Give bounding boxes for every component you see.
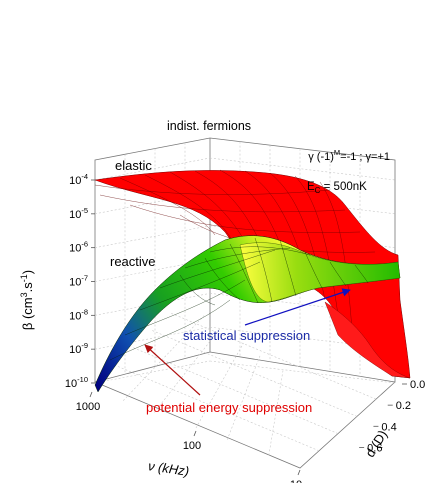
z-axis-label: β (cm3.s-1) xyxy=(19,270,35,330)
x-tick-label: 100 xyxy=(183,440,201,452)
z-tick-label: 10-9 xyxy=(69,341,88,356)
x-tick-label: 10 xyxy=(290,479,302,483)
reactive-yellow-ridge xyxy=(239,242,401,303)
x-tick-mark xyxy=(297,469,301,476)
reactive-surface xyxy=(94,235,401,393)
y-tick-label: 0.2 xyxy=(396,400,411,412)
z-tick-label: 10-8 xyxy=(69,307,88,322)
z-tick-label: 10-7 xyxy=(69,274,88,289)
potential-arrow xyxy=(144,344,201,396)
reactive-label: reactive xyxy=(110,254,156,269)
x-tick-label: 1000 xyxy=(76,401,100,413)
chart-title: indist. fermions xyxy=(167,119,251,133)
elastic-front-cut xyxy=(324,301,411,379)
elastic-surface-mesh xyxy=(94,169,376,331)
y-tick-label: 0.4 xyxy=(381,421,396,433)
z-tick-label: 10-5 xyxy=(69,206,88,221)
x-tick-mark xyxy=(193,430,197,437)
y-axis-ticks: 0.0 0.20.4 0.6 xyxy=(359,379,425,454)
y-tick-label: 0.0 xyxy=(410,379,425,391)
parity-annotation: γ (-1)M=-1 ; γ=+1 xyxy=(308,148,390,163)
box-floor xyxy=(94,381,396,469)
energy-annotation: EC = 500nK xyxy=(307,181,367,195)
potential-label: potential energy suppression xyxy=(146,400,312,415)
y-tick-label: 0.6 xyxy=(367,442,382,454)
x-tick-mark xyxy=(89,391,93,398)
statistical-label: statistical suppression xyxy=(183,328,310,343)
statistical-arrow xyxy=(244,288,351,326)
elastic-label: elastic xyxy=(115,158,152,173)
z-tick-label: 10-6 xyxy=(69,240,88,255)
elastic-surface xyxy=(94,169,411,379)
z-axis-ticks: 10-4 10-5 10-6 10-7 10-8 10-9 10-10 xyxy=(65,172,95,390)
z-tick-label: 10-10 xyxy=(65,375,88,390)
z-tick-label: 10-4 xyxy=(69,172,88,187)
x-axis-label: ν (kHz) xyxy=(147,458,190,479)
